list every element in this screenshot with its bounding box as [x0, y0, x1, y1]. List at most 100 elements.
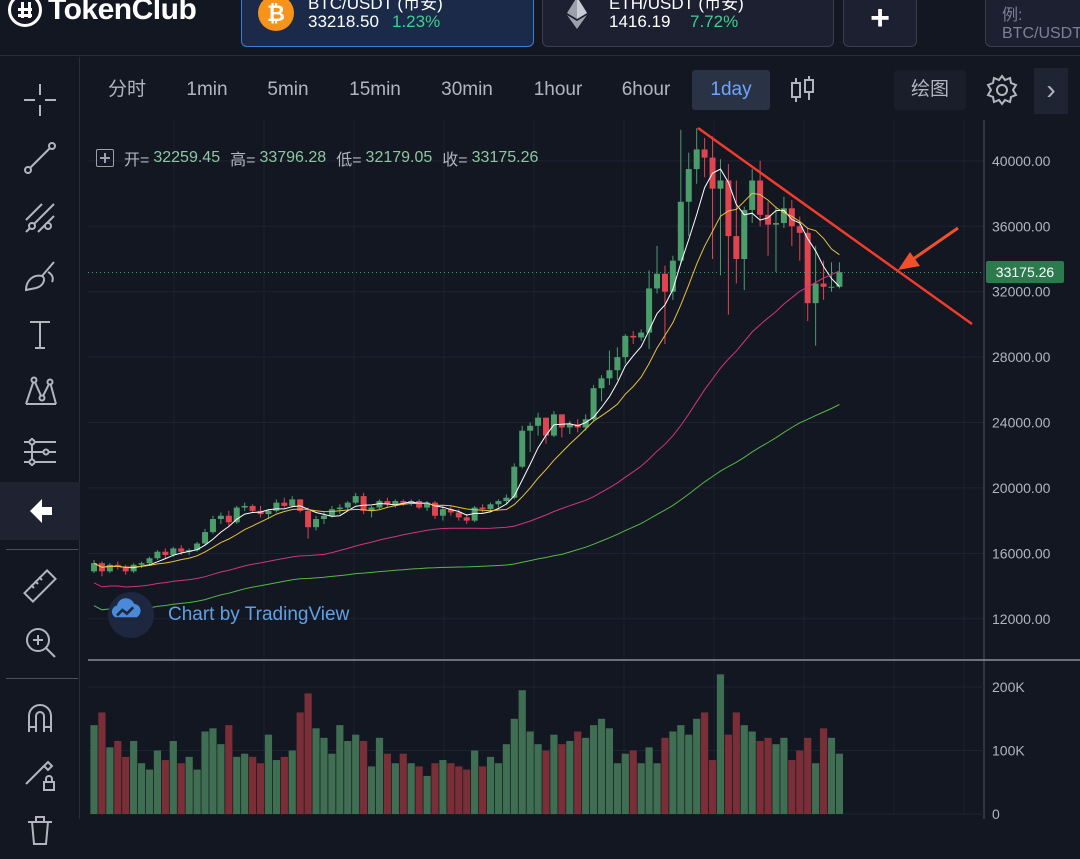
candle-body [543, 417, 550, 436]
candle-body [265, 510, 272, 515]
text-tool[interactable] [0, 305, 80, 363]
volume-bar [685, 734, 693, 814]
ticker-change: 7.72% [690, 12, 739, 31]
trash-tool[interactable] [0, 801, 80, 859]
interval-tab[interactable]: 6hour [621, 79, 671, 100]
volume-bar [328, 753, 336, 814]
interval-tab[interactable]: 15min [349, 79, 401, 100]
candle-body [527, 425, 534, 431]
settings-button[interactable] [980, 70, 1024, 110]
volume-bar [114, 741, 122, 814]
price-chart[interactable]: 40000.00 36000.00 32000.00 28000.00 24000.00… [88, 120, 1080, 819]
interval-tab[interactable]: 30min [441, 79, 493, 100]
volume-bar [177, 763, 185, 814]
candle-body [289, 499, 296, 506]
crosshair-tool[interactable] [0, 71, 80, 129]
volume-bar [272, 760, 280, 814]
ticker-eth-usdt[interactable]: ETH/USDT (币安) 1416.19 7.72% [542, 0, 834, 47]
candle-body [281, 502, 288, 506]
drawing-toolbar [0, 57, 80, 845]
volume-bar [280, 756, 288, 814]
candle-body [677, 201, 684, 261]
brush-tool[interactable] [0, 247, 80, 305]
volume-bar [463, 769, 471, 814]
interval-tab-active[interactable]: 1day [692, 70, 770, 110]
candle-body [360, 496, 367, 511]
candle-body [352, 496, 359, 503]
candle-body [772, 223, 779, 225]
lock-drawing-tool[interactable] [0, 745, 80, 803]
volume-bar [605, 728, 614, 814]
ma60-line [93, 404, 840, 611]
volume-bar [169, 741, 177, 814]
volume-bar [193, 769, 201, 814]
pitchfork-tool[interactable] [0, 189, 80, 247]
gear-icon [986, 74, 1018, 106]
volume-bar [360, 741, 368, 814]
candle-body [614, 357, 621, 371]
candle-body [439, 509, 446, 516]
indicators-button[interactable]: 绘图 [894, 70, 966, 110]
magnet-tool[interactable] [0, 689, 80, 747]
volume-bar [772, 744, 780, 814]
candle-body [479, 507, 486, 510]
measure-lines-tool[interactable] [0, 423, 80, 481]
ticker-btc-usdt[interactable]: ₿ BTC/USDT (币安) 33218.50 1.23% [241, 0, 534, 47]
volume-bar [241, 753, 249, 814]
candle-body [503, 497, 510, 502]
interval-tab[interactable]: 1hour [533, 79, 583, 100]
interval-tab[interactable]: 分时 [107, 79, 146, 100]
interval-tab[interactable]: 1min [186, 79, 228, 100]
search-input[interactable]: 例: BTC/USDT [985, 0, 1080, 47]
add-ticker-button[interactable]: + [843, 0, 917, 47]
volume-bar [701, 712, 709, 814]
back-arrow-tool[interactable] [0, 482, 80, 540]
volume-bar [478, 766, 487, 814]
volume-bar [550, 734, 558, 814]
candle-body [91, 563, 97, 572]
volume-bar [597, 718, 606, 814]
volume-bar [502, 744, 510, 814]
ticker-change: 1.23% [392, 12, 441, 31]
volume-bar [732, 712, 740, 814]
candle-body [780, 208, 787, 224]
candle-body [654, 273, 661, 289]
ruler-icon [23, 569, 57, 603]
zoom-in-tool[interactable] [0, 613, 80, 671]
volume-bar [344, 741, 352, 814]
volume-bar [812, 763, 820, 814]
volume-bar [383, 753, 392, 814]
y-tick-label: 28000.00 [992, 349, 1051, 365]
interval-tab[interactable]: 5min [267, 79, 309, 100]
volume-bar [510, 718, 518, 814]
trash-icon [28, 816, 52, 845]
candle-body [146, 558, 153, 564]
candlestick-chart[interactable]: 40000.00 36000.00 32000.00 28000.00 24000.00… [88, 120, 1080, 819]
volume-bar [661, 737, 669, 814]
volume-bar [312, 728, 320, 814]
expand-toolbar-button[interactable]: › [1034, 68, 1068, 114]
volume-bar [526, 731, 534, 814]
volume-bar [629, 750, 637, 814]
pattern-tool[interactable] [0, 363, 80, 421]
volume-bar [130, 741, 138, 814]
candle-body [582, 419, 589, 428]
volume-bar [407, 763, 415, 814]
trend-line-tool[interactable] [0, 129, 80, 187]
candle-body [566, 424, 573, 428]
volume-bar [693, 718, 701, 814]
tradingview-cloud-icon [108, 592, 154, 638]
toolbar-divider [6, 549, 78, 550]
ruler-tool[interactable] [0, 557, 80, 615]
candle-body [328, 509, 335, 516]
legend-toggle-icon[interactable] [96, 149, 114, 167]
candle-body [297, 499, 304, 511]
tokenclub-logo[interactable]: TokenClub [8, 0, 197, 30]
volume-bar [804, 737, 812, 814]
volume-bar [796, 750, 804, 814]
tradingview-watermark[interactable]: Chart by TradingView [108, 592, 349, 638]
candle-body [447, 509, 454, 513]
chart-type-button[interactable] [782, 70, 822, 110]
volume-bar [764, 737, 772, 814]
candle-body [836, 272, 843, 287]
